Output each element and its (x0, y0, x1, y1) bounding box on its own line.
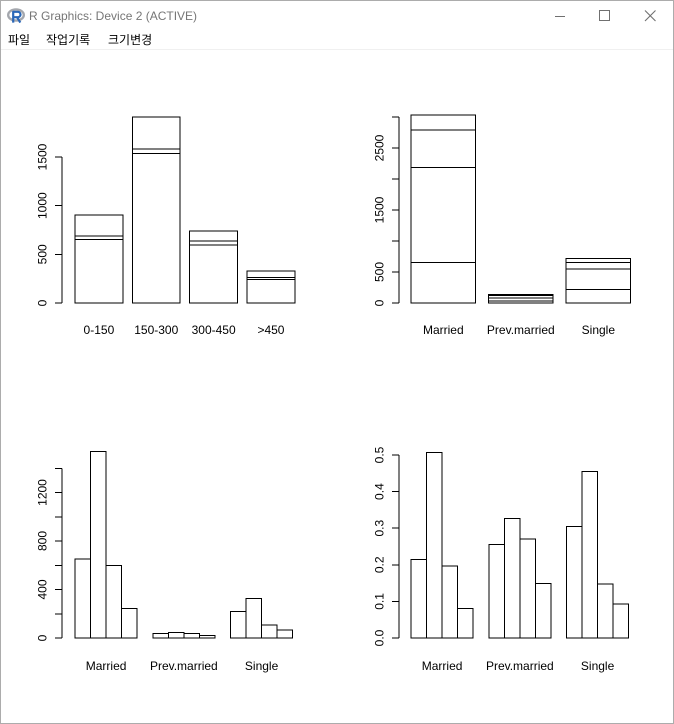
bar-segment (565, 262, 632, 270)
y-tick-label: 0.4 (373, 483, 387, 500)
y-tick-label: 1500 (36, 143, 50, 170)
bar (612, 603, 630, 639)
x-category-label: Single (581, 659, 615, 673)
close-button[interactable] (627, 0, 673, 31)
bar (167, 631, 185, 639)
bar-segment (74, 239, 124, 304)
x-category-label: >450 (257, 323, 284, 337)
bar-segment (410, 114, 477, 131)
y-tick-label: 1200 (36, 479, 50, 506)
bar-segment (74, 235, 124, 241)
y-tick-label: 0.2 (373, 556, 387, 573)
bar (90, 451, 107, 639)
bar (121, 608, 138, 639)
bar (230, 611, 247, 639)
plot-surface: 0-150 150-300 300-450 >450050010001500Marri… (36, 114, 632, 673)
y-tick-label: 800 (36, 531, 50, 551)
x-category-label: Single (245, 659, 279, 673)
x-category-label: 0-150 (84, 323, 115, 337)
bar-segment (565, 257, 632, 264)
bar-segment (246, 278, 296, 304)
bar-chart-panel-3: Married Prev.married Single 0 400 800 1200 (36, 451, 294, 673)
title-bar[interactable]: R Graphics: Device 2 (ACTIVE) (0, 0, 674, 31)
bar-chart-panel-4: Married Prev.married Single 0.0 0.1 0.2 0.3 0.4… (373, 446, 630, 673)
y-tick-label: 0.0 (373, 629, 387, 646)
maximize-button[interactable] (581, 0, 627, 31)
bar (183, 632, 200, 639)
bar (74, 558, 92, 639)
x-category-label: Prev.married (486, 659, 554, 673)
y-tick-label: 0.3 (373, 520, 387, 537)
y-tick-label: 400 (36, 579, 50, 599)
x-category-label: Married (422, 659, 463, 673)
bar (566, 526, 583, 639)
close-icon (644, 10, 656, 22)
minimize-icon (555, 16, 565, 17)
bar-segment (410, 262, 477, 304)
y-tick-label: 2500 (373, 134, 387, 161)
bar (503, 518, 521, 639)
y-tick-label: 1500 (373, 196, 387, 223)
menu-bar: 파일 작업기록 크기변경 (0, 31, 674, 50)
bar-segment (189, 230, 239, 242)
x-category-label: Single (582, 323, 616, 337)
bar-segment (410, 166, 477, 264)
menu-file[interactable]: 파일 (8, 33, 31, 47)
maximize-icon (599, 10, 610, 21)
x-category-label: Prev.married (150, 659, 218, 673)
bar-segment (131, 116, 181, 150)
menu-history[interactable]: 작업기록 (46, 33, 91, 47)
bar-segment (189, 244, 239, 304)
x-category-label: Married (86, 659, 127, 673)
r-logo-ring (6, 8, 26, 22)
y-tick-label: 0.5 (373, 446, 387, 463)
bar-chart-panel-2: Married Prev.married Single 0 500 1500 2500 (373, 114, 632, 337)
bar-segment (565, 268, 632, 290)
bar (519, 538, 536, 639)
bar (261, 624, 278, 639)
bar (581, 470, 599, 639)
r-logo-letter (12, 10, 22, 24)
y-tick-label: 0.1 (373, 593, 387, 610)
bar-chart-panel-1: 0-150 150-300 300-450 >450 0 500 1000 1500 (36, 116, 296, 337)
bar (276, 629, 294, 639)
y-tick-label: 0 (36, 634, 50, 641)
bar (534, 582, 552, 639)
y-tick-label: 0 (36, 299, 50, 306)
bar-segment (74, 214, 124, 237)
bar-segment (488, 293, 554, 297)
y-tick-label: 1000 (36, 192, 50, 219)
bar (105, 564, 123, 639)
menu-resize[interactable]: 크기변경 (108, 33, 153, 47)
bar-segment (189, 240, 239, 246)
x-category-label: Married (423, 323, 464, 337)
window-title: R Graphics: Device 2 (ACTIVE) (29, 9, 198, 23)
y-tick-label: 500 (373, 262, 387, 282)
r-logo-icon (6, 8, 26, 24)
bar (245, 597, 263, 639)
bar (426, 451, 443, 639)
bar (410, 558, 428, 639)
bar-segment (410, 129, 477, 168)
bar-segment (131, 152, 181, 304)
bar-segment (246, 270, 296, 278)
y-tick-label: 500 (36, 244, 50, 264)
minimize-button[interactable] (537, 0, 583, 31)
plot-canvas: 0-150 150-300 300-450 >450 0 500 1000 1500 Marri… (0, 50, 674, 724)
bar (198, 634, 216, 639)
bar-segment (565, 288, 632, 304)
bar (457, 608, 474, 639)
bar-segment (131, 148, 181, 154)
bar (152, 633, 169, 639)
y-tick-label: 0 (373, 299, 387, 306)
x-category-label: 150-300 (134, 323, 178, 337)
x-category-label: Prev.married (487, 323, 555, 337)
x-category-label: 300-450 (192, 323, 236, 337)
bar (488, 544, 505, 639)
bar (597, 583, 614, 639)
bar (441, 565, 459, 639)
